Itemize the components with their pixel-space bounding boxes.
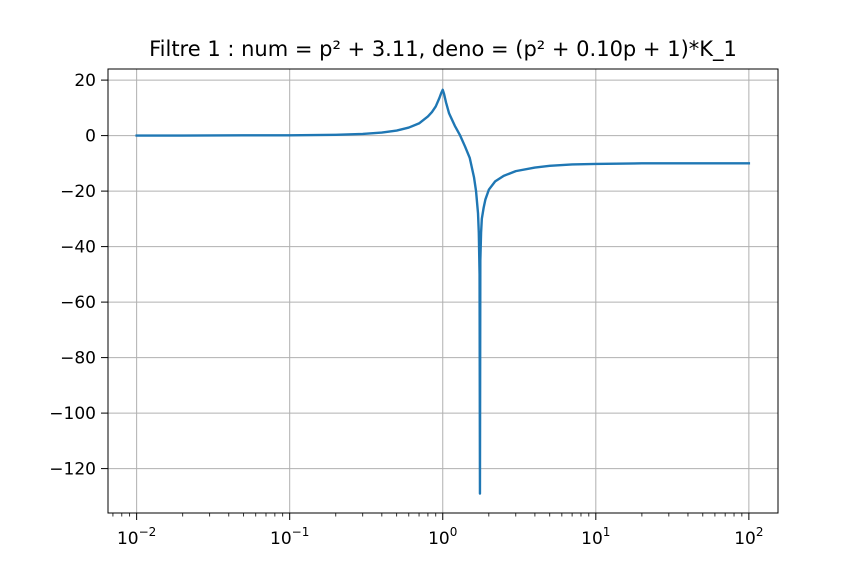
x-axis-ticks: 10−2 10−1 100 101 102: [112, 513, 764, 549]
series-line: [135, 88, 751, 495]
y-tick-label: −100: [49, 404, 96, 424]
x-tick-label: 10−1: [270, 525, 309, 549]
x-tick-label: 101: [581, 525, 610, 549]
y-tick-label: −40: [60, 238, 96, 258]
chart-title: Filtre 1 : num = p² + 3.11, deno = (p² +…: [149, 37, 737, 62]
y-tick-label: 20: [74, 71, 96, 91]
y-tick-label: −20: [60, 182, 96, 202]
x-tick-label: 100: [428, 525, 457, 549]
y-tick-label: −120: [49, 460, 96, 480]
series-group: [135, 88, 751, 495]
plot-area-frame: [107, 68, 779, 514]
grid: [108, 69, 778, 513]
y-tick-label: −80: [60, 349, 96, 369]
y-tick-label: 0: [85, 127, 96, 147]
x-tick-label: 10−2: [117, 525, 156, 549]
x-tick-label: 102: [734, 525, 763, 549]
y-axis-ticks: 20 0 −20 −40 −60 −80 −100 −120: [49, 71, 108, 480]
y-tick-label: −60: [60, 293, 96, 313]
